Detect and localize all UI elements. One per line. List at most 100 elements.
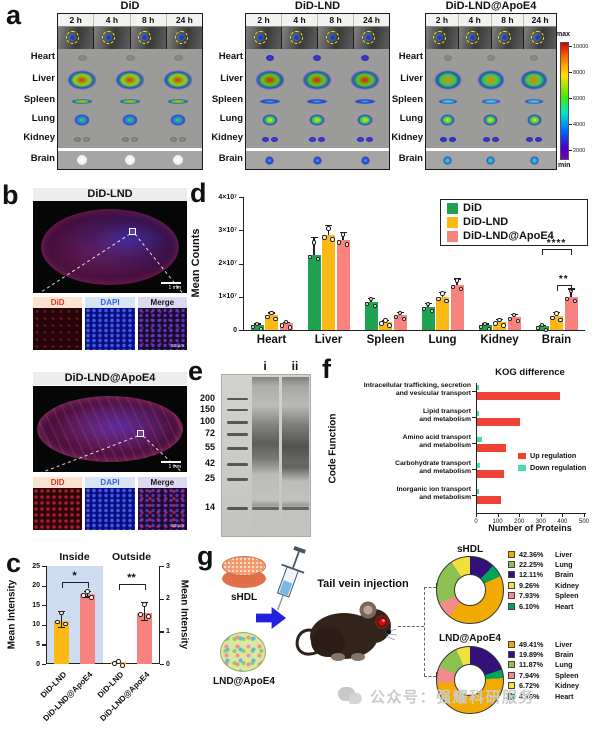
mouse-head-strip	[426, 27, 556, 49]
panel-b-label: b	[2, 180, 19, 210]
organ-row	[426, 130, 556, 148]
donut-legend-swatch	[508, 671, 515, 679]
roi-circle	[253, 30, 267, 44]
donut-legend-name: Liver	[555, 549, 573, 559]
organ-blob-dot	[491, 136, 499, 142]
organ-blob	[439, 136, 456, 142]
donut-legend-pct: 22.25%	[519, 559, 544, 569]
organ-blob	[357, 113, 374, 126]
d-sig-label: **	[558, 274, 569, 285]
brain-row	[58, 151, 202, 169]
gel-ladder-band	[227, 506, 248, 510]
donut-legend-name: Liver	[555, 639, 573, 649]
d-data-point	[482, 321, 488, 327]
organ-blob	[306, 98, 329, 104]
d-legend-label: DiD-LND	[463, 216, 509, 228]
organ-blob-dot	[309, 136, 317, 142]
organ-blob	[74, 136, 90, 142]
c-ytick-mark	[42, 644, 46, 646]
c-bar	[54, 620, 69, 664]
d-data-point	[340, 232, 346, 237]
panel-g-label: g	[197, 541, 214, 571]
c-sig-line	[118, 584, 120, 590]
divider	[246, 148, 389, 151]
organ-blob-dot	[122, 136, 129, 142]
c-data-point	[85, 589, 90, 594]
mouse-head-thumb	[458, 27, 492, 49]
connector-dash	[398, 626, 424, 627]
channel-merge-image: 50 μm	[137, 308, 187, 350]
f-bar-down	[477, 463, 480, 468]
panel-a-group-title: DiD	[120, 0, 140, 12]
panel-e-label: e	[188, 356, 204, 386]
lnd-apoe4-label: LND@ApoE4	[213, 676, 275, 687]
organ-blob-dot	[270, 136, 278, 142]
d-ytick-label: 2×10⁷	[218, 260, 237, 267]
organ-blob	[261, 113, 278, 126]
f-bar-up	[477, 496, 502, 504]
d-axis-y	[243, 197, 245, 331]
organ-blob	[482, 136, 499, 142]
signal-dot	[436, 34, 442, 40]
d-bar	[379, 321, 392, 330]
donut-legend-name: Lung	[555, 660, 573, 670]
d-data-point	[440, 291, 445, 296]
mouse-head-thumb	[282, 27, 318, 49]
timepoint-label: 24 h	[531, 15, 549, 25]
organ-blob	[433, 69, 462, 90]
watermark-text: 公众号：强耀科研服务	[370, 689, 536, 706]
d-data-point	[543, 327, 549, 333]
panel-a-group-title: DiD-LND@ApoE4	[445, 0, 537, 12]
gel-marker-label: 14	[204, 502, 215, 512]
organ-row	[246, 109, 389, 130]
gel-ladder-band	[227, 446, 248, 450]
d-sig-line	[542, 249, 544, 255]
organ-blob	[357, 136, 374, 142]
d-ytick-label: 3×10⁷	[218, 226, 237, 234]
donut-hole	[454, 664, 486, 696]
brain-section-image: 1 mm	[33, 386, 187, 472]
organ-blob	[443, 155, 453, 165]
donut-legend-name: Kidney	[555, 681, 579, 691]
d-ytick-mark	[239, 296, 243, 298]
d-legend-label: DiD	[463, 202, 482, 214]
gel-ladder-band	[227, 432, 248, 436]
organ-label: Lung	[399, 112, 423, 124]
channel-did-header: DiD	[33, 297, 83, 308]
c-error-cap	[58, 626, 65, 629]
f-ylabel: Code Function	[327, 413, 339, 484]
donut-lnd-title: LND@ApoE4	[439, 633, 501, 644]
d-data-point	[265, 314, 270, 320]
shdl-disc	[222, 556, 266, 590]
signal-dot	[178, 34, 184, 40]
d-data-point	[364, 301, 370, 307]
donut-legend-row: 4.16% Heart	[508, 691, 573, 701]
organ-row	[58, 66, 202, 93]
d-bar	[564, 296, 578, 330]
f-legend-row: Up regulation	[518, 451, 576, 460]
d-sig-line	[571, 249, 573, 255]
organ-blob-dot	[83, 136, 90, 142]
c-error-cap	[84, 596, 91, 598]
colorbar-tick-mark	[569, 98, 572, 99]
timepoint-label: 8 h	[318, 14, 354, 26]
d-bar	[478, 325, 492, 330]
signal-dot	[293, 34, 299, 40]
c-ytick-mark	[42, 605, 46, 607]
scale-bar-label: 1 mm	[168, 464, 182, 470]
organ-row	[58, 130, 202, 148]
organ-blob-dot	[170, 136, 177, 142]
c-ytick-mark	[42, 664, 46, 666]
organ-blob	[350, 69, 381, 90]
signal-dot	[535, 34, 541, 40]
donut-legend-name: Spleen	[555, 591, 579, 601]
d-legend-box	[440, 199, 588, 246]
syringe-icon	[276, 545, 306, 611]
organ-blob	[170, 136, 186, 142]
organ-blob	[526, 113, 542, 126]
c-data-point	[59, 610, 64, 616]
gel-marker-label: 25	[204, 473, 215, 483]
channel-dapi-header: DAPI	[85, 297, 135, 308]
organ-row	[426, 93, 556, 109]
